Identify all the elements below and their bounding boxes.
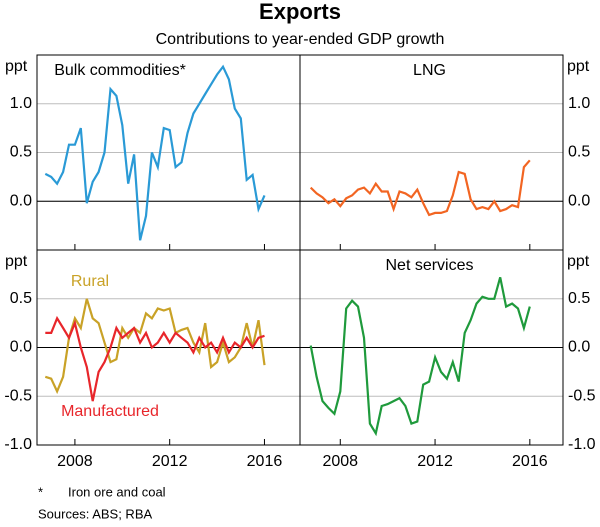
y-tick-label: -1.0 (568, 436, 596, 453)
y-axis-label: ppt (5, 58, 28, 75)
panel-title: Net services (385, 257, 473, 274)
chart-title: Exports (259, 0, 341, 24)
y-axis-label: ppt (567, 58, 590, 75)
chart-subtitle: Contributions to year-ended GDP growth (156, 31, 445, 48)
x-tick-label: 2008 (322, 453, 358, 470)
panel-title: Bulk commodities* (54, 62, 186, 79)
y-tick-label: 0.5 (10, 290, 32, 307)
y-tick-label: 0.0 (568, 192, 590, 209)
x-tick-label: 2008 (57, 453, 93, 470)
sources: Sources: ABS; RBA (38, 506, 152, 521)
y-tick-label: 1.0 (10, 95, 32, 112)
x-tick-label: 2016 (247, 453, 283, 470)
x-tick-label: 2016 (512, 453, 548, 470)
y-tick-label: -0.5 (568, 387, 596, 404)
footnote-marker: * (38, 484, 43, 499)
line-series (309, 277, 531, 437)
y-tick-label: 0.5 (10, 144, 32, 161)
series-label: Rural (71, 273, 109, 290)
series-label: Manufactured (61, 403, 159, 420)
line-series (309, 159, 531, 217)
y-tick-label: -1.0 (4, 436, 32, 453)
panel-frame (299, 249, 564, 446)
y-axis-label: ppt (567, 253, 590, 270)
panel-title: LNG (413, 62, 446, 79)
y-tick-label: 0.5 (568, 144, 590, 161)
x-tick-label: 2012 (417, 453, 453, 470)
y-tick-label: 0.0 (568, 339, 590, 356)
x-tick-label: 2012 (152, 453, 188, 470)
y-tick-label: 1.0 (568, 95, 590, 112)
line-series (44, 64, 266, 241)
y-tick-label: 0.0 (10, 192, 32, 209)
footnote: Iron ore and coal (68, 484, 166, 499)
y-axis-label: ppt (5, 253, 28, 270)
line-series (45, 315, 265, 402)
y-tick-label: 0.0 (10, 339, 32, 356)
y-tick-label: -0.5 (4, 387, 32, 404)
line-series (44, 298, 266, 395)
y-tick-label: 0.5 (568, 290, 590, 307)
